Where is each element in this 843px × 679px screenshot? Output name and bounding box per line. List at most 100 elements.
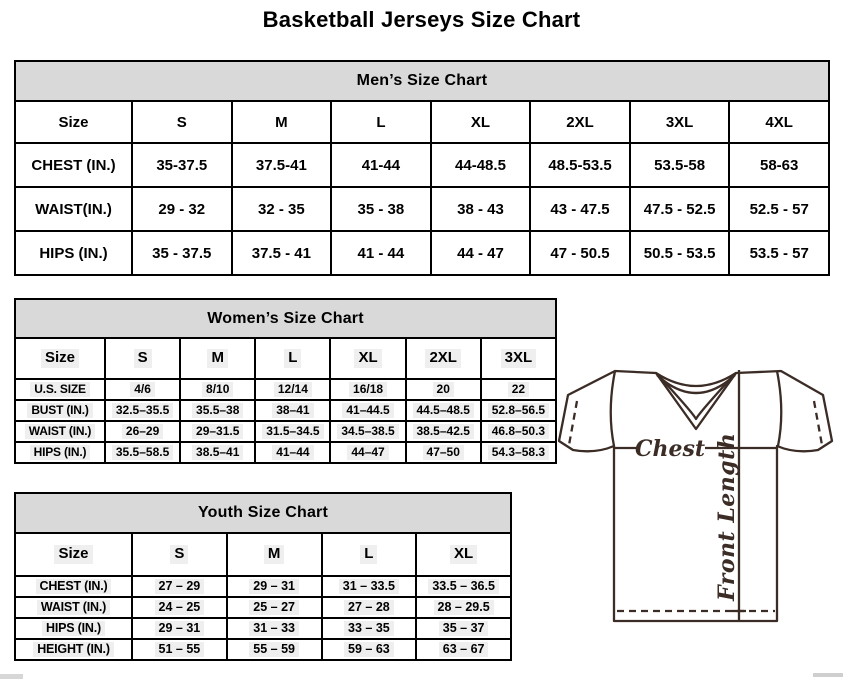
youth-size-value: 28 – 29.5 xyxy=(415,596,512,619)
youth-table-title: Youth Size Chart xyxy=(14,492,512,534)
womens-column-header-3xl: 3XL xyxy=(479,337,558,380)
youth-size-value-text: 28 – 29.5 xyxy=(433,599,494,616)
womens-size-value: 46.8–50.3 xyxy=(479,420,558,443)
mens-size-value: 44 - 47 xyxy=(429,230,532,276)
mens-column-header-l-text: L xyxy=(376,113,386,131)
mens-size-value: 50.5 - 53.5 xyxy=(628,230,731,276)
mens-size-value-text: 38 - 43 xyxy=(457,200,504,218)
womens-column-header-l-text: L xyxy=(284,349,302,368)
mens-size-value-text: 47.5 - 52.5 xyxy=(643,200,716,218)
mens-size-value-text: 48.5-53.5 xyxy=(548,156,612,174)
mens-size-value-text: 44 - 47 xyxy=(457,244,504,262)
mens-size-value: 41-44 xyxy=(330,142,432,188)
youth-column-header-m: M xyxy=(225,532,323,577)
mens-column-header-2xl-text: 2XL xyxy=(566,113,594,131)
right-shoulder-seam xyxy=(775,370,783,447)
mens-column-header-3xl-text: 3XL xyxy=(665,113,694,131)
mens-row-label-text: CHEST (IN.) xyxy=(31,156,116,174)
jersey-measurement-diagram: Chest Front Length xyxy=(557,369,834,623)
youth-size-value-text: 24 – 25 xyxy=(154,599,205,616)
mens-size-value-text: 52.5 - 57 xyxy=(749,200,809,218)
youth-size-value-text: 29 – 31 xyxy=(154,620,205,637)
mens-size-value: 47.5 - 52.5 xyxy=(628,186,731,232)
womens-column-header-2xl-text: 2XL xyxy=(425,349,461,368)
mens-size-value-text: 53.5-58 xyxy=(654,156,706,174)
mens-size-value: 35 - 37.5 xyxy=(131,230,233,276)
womens-size-value: 29–31.5 xyxy=(179,420,257,443)
mens-column-header-4xl: 4XL xyxy=(728,100,830,144)
youth-row-label-text: HIPS (IN.) xyxy=(42,620,105,637)
womens-size-value-text: 4/6 xyxy=(130,382,155,397)
youth-row-label: WAIST (IN.) xyxy=(14,596,133,619)
youth-size-value-text: 63 – 67 xyxy=(438,641,489,658)
womens-table-title-text: Women’s Size Chart xyxy=(207,309,364,327)
womens-size-value-text: 12/14 xyxy=(273,382,312,397)
youth-size-value-text: 27 – 29 xyxy=(154,578,205,595)
womens-row-label-text: BUST (IN.) xyxy=(27,403,93,418)
mens-column-header-size: Size xyxy=(14,100,133,144)
womens-table-row: WAIST (IN.) 26–29 29–31.5 31.5–34.5 34.5–38.… xyxy=(14,420,558,443)
youth-size-value-text: 51 – 55 xyxy=(154,641,205,658)
youth-size-value: 51 – 55 xyxy=(131,638,228,661)
mens-size-value-text: 50.5 - 53.5 xyxy=(643,244,716,262)
womens-size-value-text: 38.5–41 xyxy=(192,445,244,460)
mens-size-value: 32 - 35 xyxy=(230,186,333,232)
womens-size-value: 52.8–56.5 xyxy=(479,399,558,422)
womens-size-value-text: 47–50 xyxy=(422,445,464,460)
womens-column-header-3xl-text: 3XL xyxy=(500,349,537,368)
youth-row-label: HEIGHT (IN.) xyxy=(14,638,133,661)
collar-arc-outer xyxy=(655,372,737,388)
mens-column-header-xl: XL xyxy=(429,100,532,144)
youth-table-row: CHEST (IN.) 27 – 29 29 – 31 31 – 33.5 33.5 –… xyxy=(14,575,512,598)
mens-size-value: 44-48.5 xyxy=(429,142,532,188)
womens-size-value: 38.5–42.5 xyxy=(404,420,482,443)
womens-size-value: 26–29 xyxy=(103,420,182,443)
collar-v-band xyxy=(658,375,734,421)
youth-table-row: HEIGHT (IN.) 51 – 55 55 – 59 59 – 63 63 – 67 xyxy=(14,638,512,661)
womens-size-value-text: 35.5–38 xyxy=(192,403,244,418)
womens-size-value-text: 54.3–58.3 xyxy=(487,445,550,460)
chest-label: Chest xyxy=(635,436,705,462)
left-shoulder-seam xyxy=(609,370,617,447)
mens-size-value-text: 47 - 50.5 xyxy=(550,244,610,262)
youth-column-header-s: S xyxy=(131,532,228,577)
mens-row-label: HIPS (IN.) xyxy=(14,230,133,276)
mens-column-header-size-text: Size xyxy=(58,113,89,131)
mens-size-value: 53.5-58 xyxy=(628,142,731,188)
youth-column-header-l: L xyxy=(320,532,418,577)
womens-column-header-m-text: M xyxy=(207,349,228,368)
mens-size-value: 37.5 - 41 xyxy=(230,230,333,276)
cropped-fragment-bottom-right xyxy=(813,673,843,677)
youth-size-value-text: 31 – 33 xyxy=(249,620,299,637)
youth-size-value-text: 59 – 63 xyxy=(344,641,394,658)
womens-column-header-s: S xyxy=(103,337,182,380)
youth-size-value-text: 25 – 27 xyxy=(249,599,299,616)
youth-column-header-size-text: Size xyxy=(54,545,93,564)
womens-size-value: 12/14 xyxy=(254,378,332,401)
mens-row-label: CHEST (IN.) xyxy=(14,142,133,188)
mens-row-label-text: WAIST(IN.) xyxy=(35,200,112,218)
womens-size-value: 35.5–58.5 xyxy=(103,441,182,464)
youth-row-label-text: CHEST (IN.) xyxy=(35,578,112,595)
mens-size-value-text: 37.5 - 41 xyxy=(251,244,311,262)
mens-row-label: WAIST(IN.) xyxy=(14,186,133,232)
mens-size-value: 48.5-53.5 xyxy=(529,142,631,188)
womens-size-value-text: 34.5–38.5 xyxy=(337,424,399,439)
mens-size-value: 38 - 43 xyxy=(429,186,532,232)
womens-size-value: 22 xyxy=(479,378,558,401)
youth-size-table: Youth Size Chart Size S M L XL CHEST (IN.) 27 –… xyxy=(14,492,512,661)
youth-size-value: 24 – 25 xyxy=(131,596,228,619)
youth-size-value: 31 – 33 xyxy=(225,617,323,640)
mens-column-header-m-text: M xyxy=(275,113,288,131)
mens-table-title-text: Men’s Size Chart xyxy=(356,72,488,89)
cropped-fragment-bottom-left xyxy=(0,674,23,679)
mens-size-value: 43 - 47.5 xyxy=(529,186,631,232)
youth-size-value-text: 27 – 28 xyxy=(344,599,394,616)
mens-size-value: 41 - 44 xyxy=(330,230,432,276)
womens-size-value: 38.5–41 xyxy=(179,441,257,464)
womens-size-value-text: 22 xyxy=(507,382,530,397)
womens-column-header-xl-text: XL xyxy=(354,349,382,368)
mens-size-value-text: 35-37.5 xyxy=(156,156,208,174)
mens-column-header-m: M xyxy=(230,100,333,144)
